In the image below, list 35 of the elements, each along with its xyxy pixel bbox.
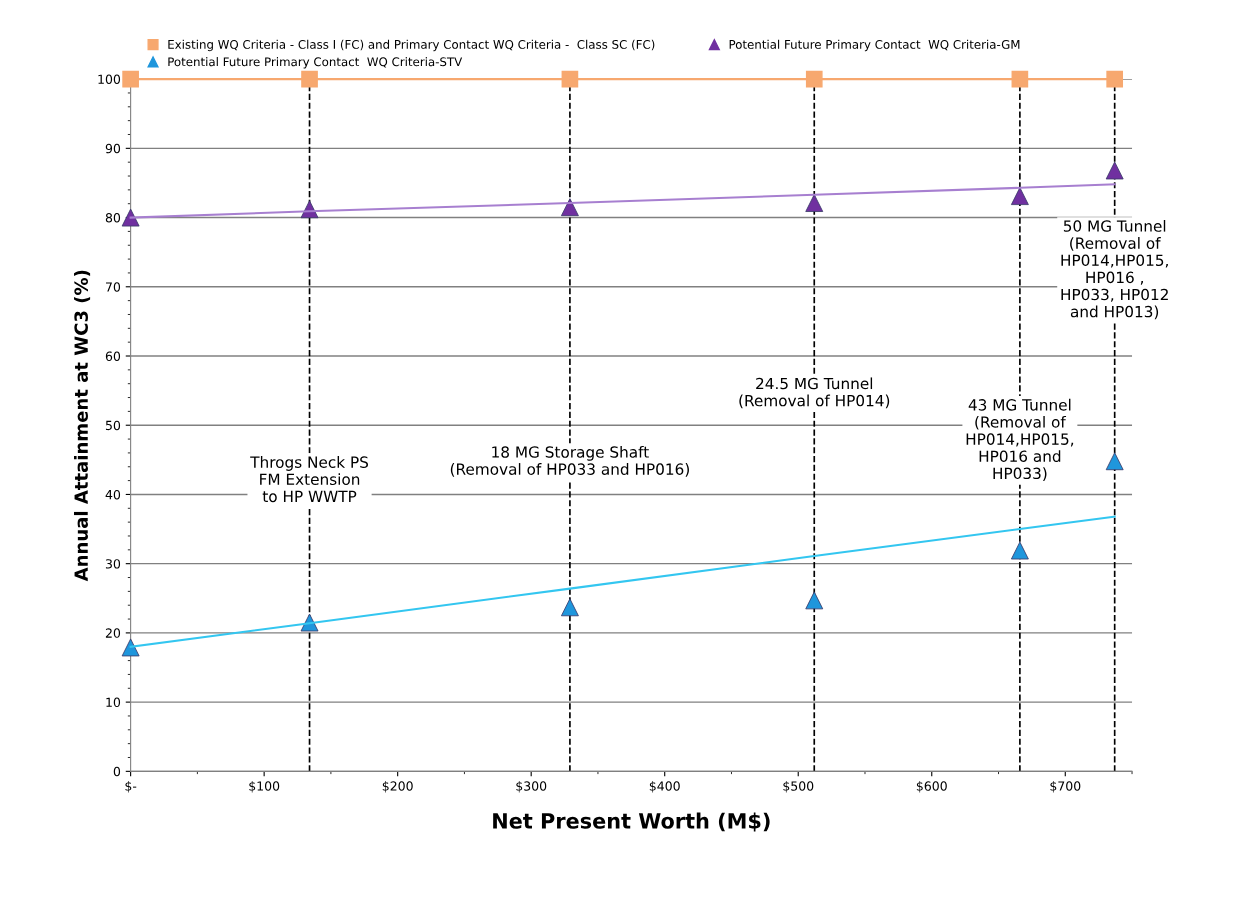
legend-label: Potential Future Primary Contact WQ Criteria-GM: [729, 39, 1020, 52]
y-tick-label: 20: [105, 628, 121, 638]
y-tick-label: 40: [105, 489, 121, 500]
point: [805, 70, 823, 88]
x-tick-label: $100: [249, 781, 280, 793]
y-tick-label: 30: [105, 559, 121, 569]
annotation: 50 MG Tunnel (Removal of HP014,HP015, HP016 , HP033, HP012 and HP013): [1061, 220, 1168, 320]
y-tick-label: 100: [98, 74, 121, 85]
x-tick-label: $500: [783, 781, 814, 793]
annotation: Throgs Neck PS FM Extension to HP WWTP: [250, 456, 369, 503]
point: [561, 70, 579, 88]
y-axis-title: Annual Attainment at WC3 (%): [74, 270, 91, 582]
x-axis-title: Net Present Worth (M$): [493, 812, 770, 832]
annotation: 43 MG Tunnel (Removal of HP014,HP015, HP016 and HP033): [966, 398, 1074, 481]
x-tick-label: $700: [1050, 781, 1081, 793]
x-tick-label: $400: [649, 781, 680, 793]
y-tick-label: 70: [106, 282, 121, 292]
annotation: 24.5 MG Tunnel (Removal of HP014): [739, 377, 890, 409]
point: [301, 70, 318, 88]
annotation: 18 MG Storage Shaft (Removal of HP033 and HP016): [450, 445, 689, 477]
y-tick-label: 60: [105, 351, 121, 361]
y-tick-label: 50: [105, 420, 121, 431]
x-tick-label: $200: [382, 781, 413, 793]
x-tick-label: $300: [516, 781, 547, 793]
y-tick-label: 0: [113, 766, 121, 777]
point: [122, 70, 139, 88]
y-tick-label: 90: [105, 143, 121, 154]
x-tick-label: $600: [916, 781, 947, 793]
y-tick-label: 80: [105, 213, 121, 223]
y-tick-label: 10: [106, 697, 121, 708]
legend-label: Existing WQ Criteria - Class I (FC) and Primary Contact WQ Criteria - Class SC (FC): [168, 39, 655, 52]
point: [1011, 70, 1029, 88]
legend-label: Potential Future Primary Contact WQ Criteria-STV: [168, 57, 463, 69]
point: [1106, 70, 1124, 88]
x-tick-label: $-: [125, 781, 137, 793]
